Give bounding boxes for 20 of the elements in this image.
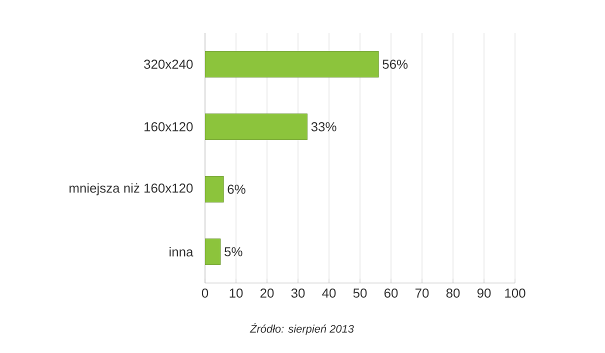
y-tick-label: mniejsza niż 160x120 xyxy=(70,183,193,196)
x-tick-label: 60 xyxy=(384,288,398,298)
x-tick-label: 100 xyxy=(505,288,526,298)
x-tick-label: 40 xyxy=(322,288,336,298)
x-tick-label: 20 xyxy=(260,288,274,298)
data-label: 33% xyxy=(311,122,336,132)
data-label: 5% xyxy=(224,247,242,256)
y-tick-label: inna xyxy=(170,246,194,257)
x-tick-label: 80 xyxy=(446,288,460,298)
data-label: 6% xyxy=(228,184,246,194)
x-tick-label: 70 xyxy=(415,288,429,298)
x-tick-label: 0 xyxy=(202,288,208,298)
x-tick-label: 50 xyxy=(353,288,367,298)
y-tick-label: 160x120 xyxy=(144,122,193,132)
x-tick-label: 30 xyxy=(291,288,305,298)
y-tick-label: 320x240 xyxy=(144,60,193,69)
data-label: 56% xyxy=(382,60,408,69)
x-tick-label: 90 xyxy=(477,288,491,298)
text: Źródło: sierpień 2013 xyxy=(250,323,354,335)
x-tick-label: 10 xyxy=(230,288,243,298)
